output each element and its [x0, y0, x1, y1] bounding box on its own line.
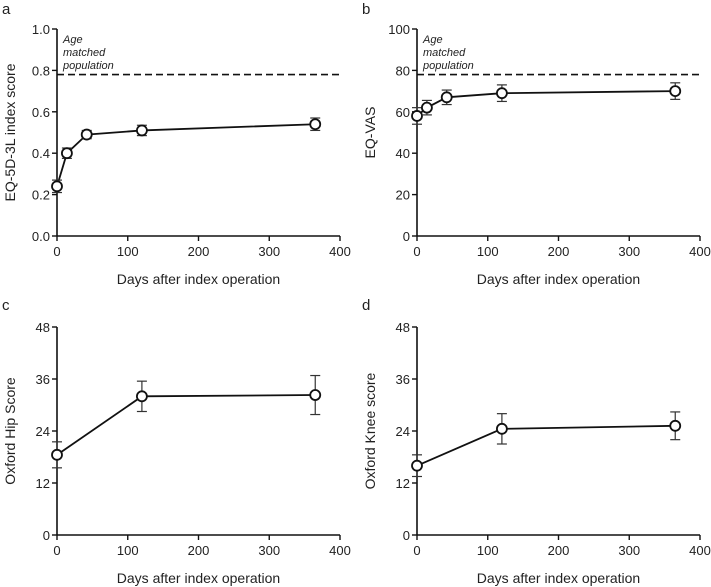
x-tick-label: 100	[477, 543, 499, 558]
reference-label: matched	[423, 47, 466, 59]
data-point	[495, 87, 508, 100]
y-tick-label: 0.2	[32, 188, 50, 203]
x-tick-label: 300	[258, 244, 280, 259]
y-tick-label: 0.4	[32, 146, 50, 161]
x-tick-label: 0	[53, 543, 60, 558]
y-tick-label: 0.0	[32, 229, 50, 244]
y-tick-label: 80	[396, 63, 410, 78]
panel-b: b 0 100 200 300 400 0 20 40 60 80 100 Days after ind…	[362, 1, 711, 287]
y-tick-label: 0	[43, 528, 50, 543]
x-tick-label: 400	[329, 543, 351, 558]
panel-label: c	[2, 297, 10, 314]
y-tick-label: 0.6	[32, 105, 50, 120]
data-point	[440, 91, 453, 104]
data-point	[421, 101, 433, 114]
panel-label: b	[362, 1, 370, 18]
x-tick-label: 200	[188, 543, 210, 558]
panel-a: a 0 100 200 300 400 0.0 0.2 0.4 0.6 0.8 1.0 Days aft…	[2, 1, 351, 287]
x-tick-label: 300	[258, 543, 280, 558]
data-point	[411, 110, 423, 122]
x-axis-label: Days after index operation	[117, 570, 280, 586]
panel-label: d	[362, 297, 370, 314]
x-tick-label: 200	[548, 543, 570, 558]
x-tick-label: 200	[548, 244, 570, 259]
data-point	[135, 124, 148, 137]
y-tick-label: 0	[403, 229, 410, 244]
y-axis-label: EQ-VAS	[362, 107, 378, 159]
y-tick-label: 48	[396, 320, 410, 335]
panel-label: a	[2, 1, 11, 18]
x-tick-label: 400	[689, 244, 711, 259]
reference-label: population	[62, 60, 114, 72]
y-tick-label: 36	[396, 372, 410, 387]
y-tick-label: 24	[36, 424, 50, 439]
y-tick-label: 60	[396, 105, 410, 120]
x-axis-label: Days after index operation	[477, 271, 640, 287]
data-point	[51, 448, 63, 461]
y-axis-label: EQ-5D-3L index score	[2, 63, 18, 201]
y-tick-label: 0	[403, 528, 410, 543]
y-tick-label: 100	[388, 22, 410, 37]
series-line	[56, 123, 316, 187]
series-line	[56, 394, 316, 456]
y-axis-label: Oxford Hip Score	[2, 377, 18, 485]
y-tick-label: 20	[396, 188, 410, 203]
data-point	[495, 422, 508, 435]
x-tick-label: 0	[413, 543, 420, 558]
data-point	[309, 118, 322, 131]
x-tick-label: 100	[117, 543, 139, 558]
x-tick-label: 0	[413, 244, 420, 259]
reference-label: matched	[63, 47, 106, 59]
series-line	[416, 424, 676, 467]
data-point	[669, 419, 682, 432]
y-axis-label: Oxford Knee score	[362, 372, 378, 489]
reference-label: population	[422, 60, 474, 72]
y-tick-label: 1.0	[32, 22, 50, 37]
y-tick-label: 48	[36, 320, 50, 335]
x-tick-label: 400	[329, 244, 351, 259]
series-line	[416, 90, 676, 117]
x-axis-label: Days after index operation	[117, 271, 280, 287]
x-tick-label: 300	[618, 244, 640, 259]
y-tick-label: 36	[36, 372, 50, 387]
data-point	[309, 389, 322, 401]
x-tick-label: 100	[477, 244, 499, 259]
data-point	[51, 180, 63, 193]
x-axis-label: Days after index operation	[477, 570, 640, 586]
data-point	[669, 85, 682, 97]
x-tick-label: 200	[188, 244, 210, 259]
reference-label: Age	[62, 34, 83, 46]
y-tick-label: 12	[396, 476, 410, 491]
y-tick-label: 40	[396, 146, 410, 161]
data-point	[135, 390, 148, 403]
x-tick-label: 400	[689, 543, 711, 558]
data-point	[61, 147, 73, 160]
y-tick-label: 24	[396, 424, 410, 439]
x-tick-label: 0	[53, 244, 60, 259]
y-tick-label: 0.8	[32, 63, 50, 78]
reference-label: Age	[422, 34, 443, 46]
data-point	[80, 128, 93, 141]
x-tick-label: 300	[618, 543, 640, 558]
x-tick-label: 100	[117, 244, 139, 259]
panel-c: c 0 100 200 300 400 0 12 24 36 48 Days after index …	[2, 297, 351, 586]
y-tick-label: 12	[36, 476, 50, 491]
panel-d: d 0 100 200 300 400 0 12 24 36 48 Days after index …	[362, 297, 711, 586]
data-point	[411, 459, 423, 472]
